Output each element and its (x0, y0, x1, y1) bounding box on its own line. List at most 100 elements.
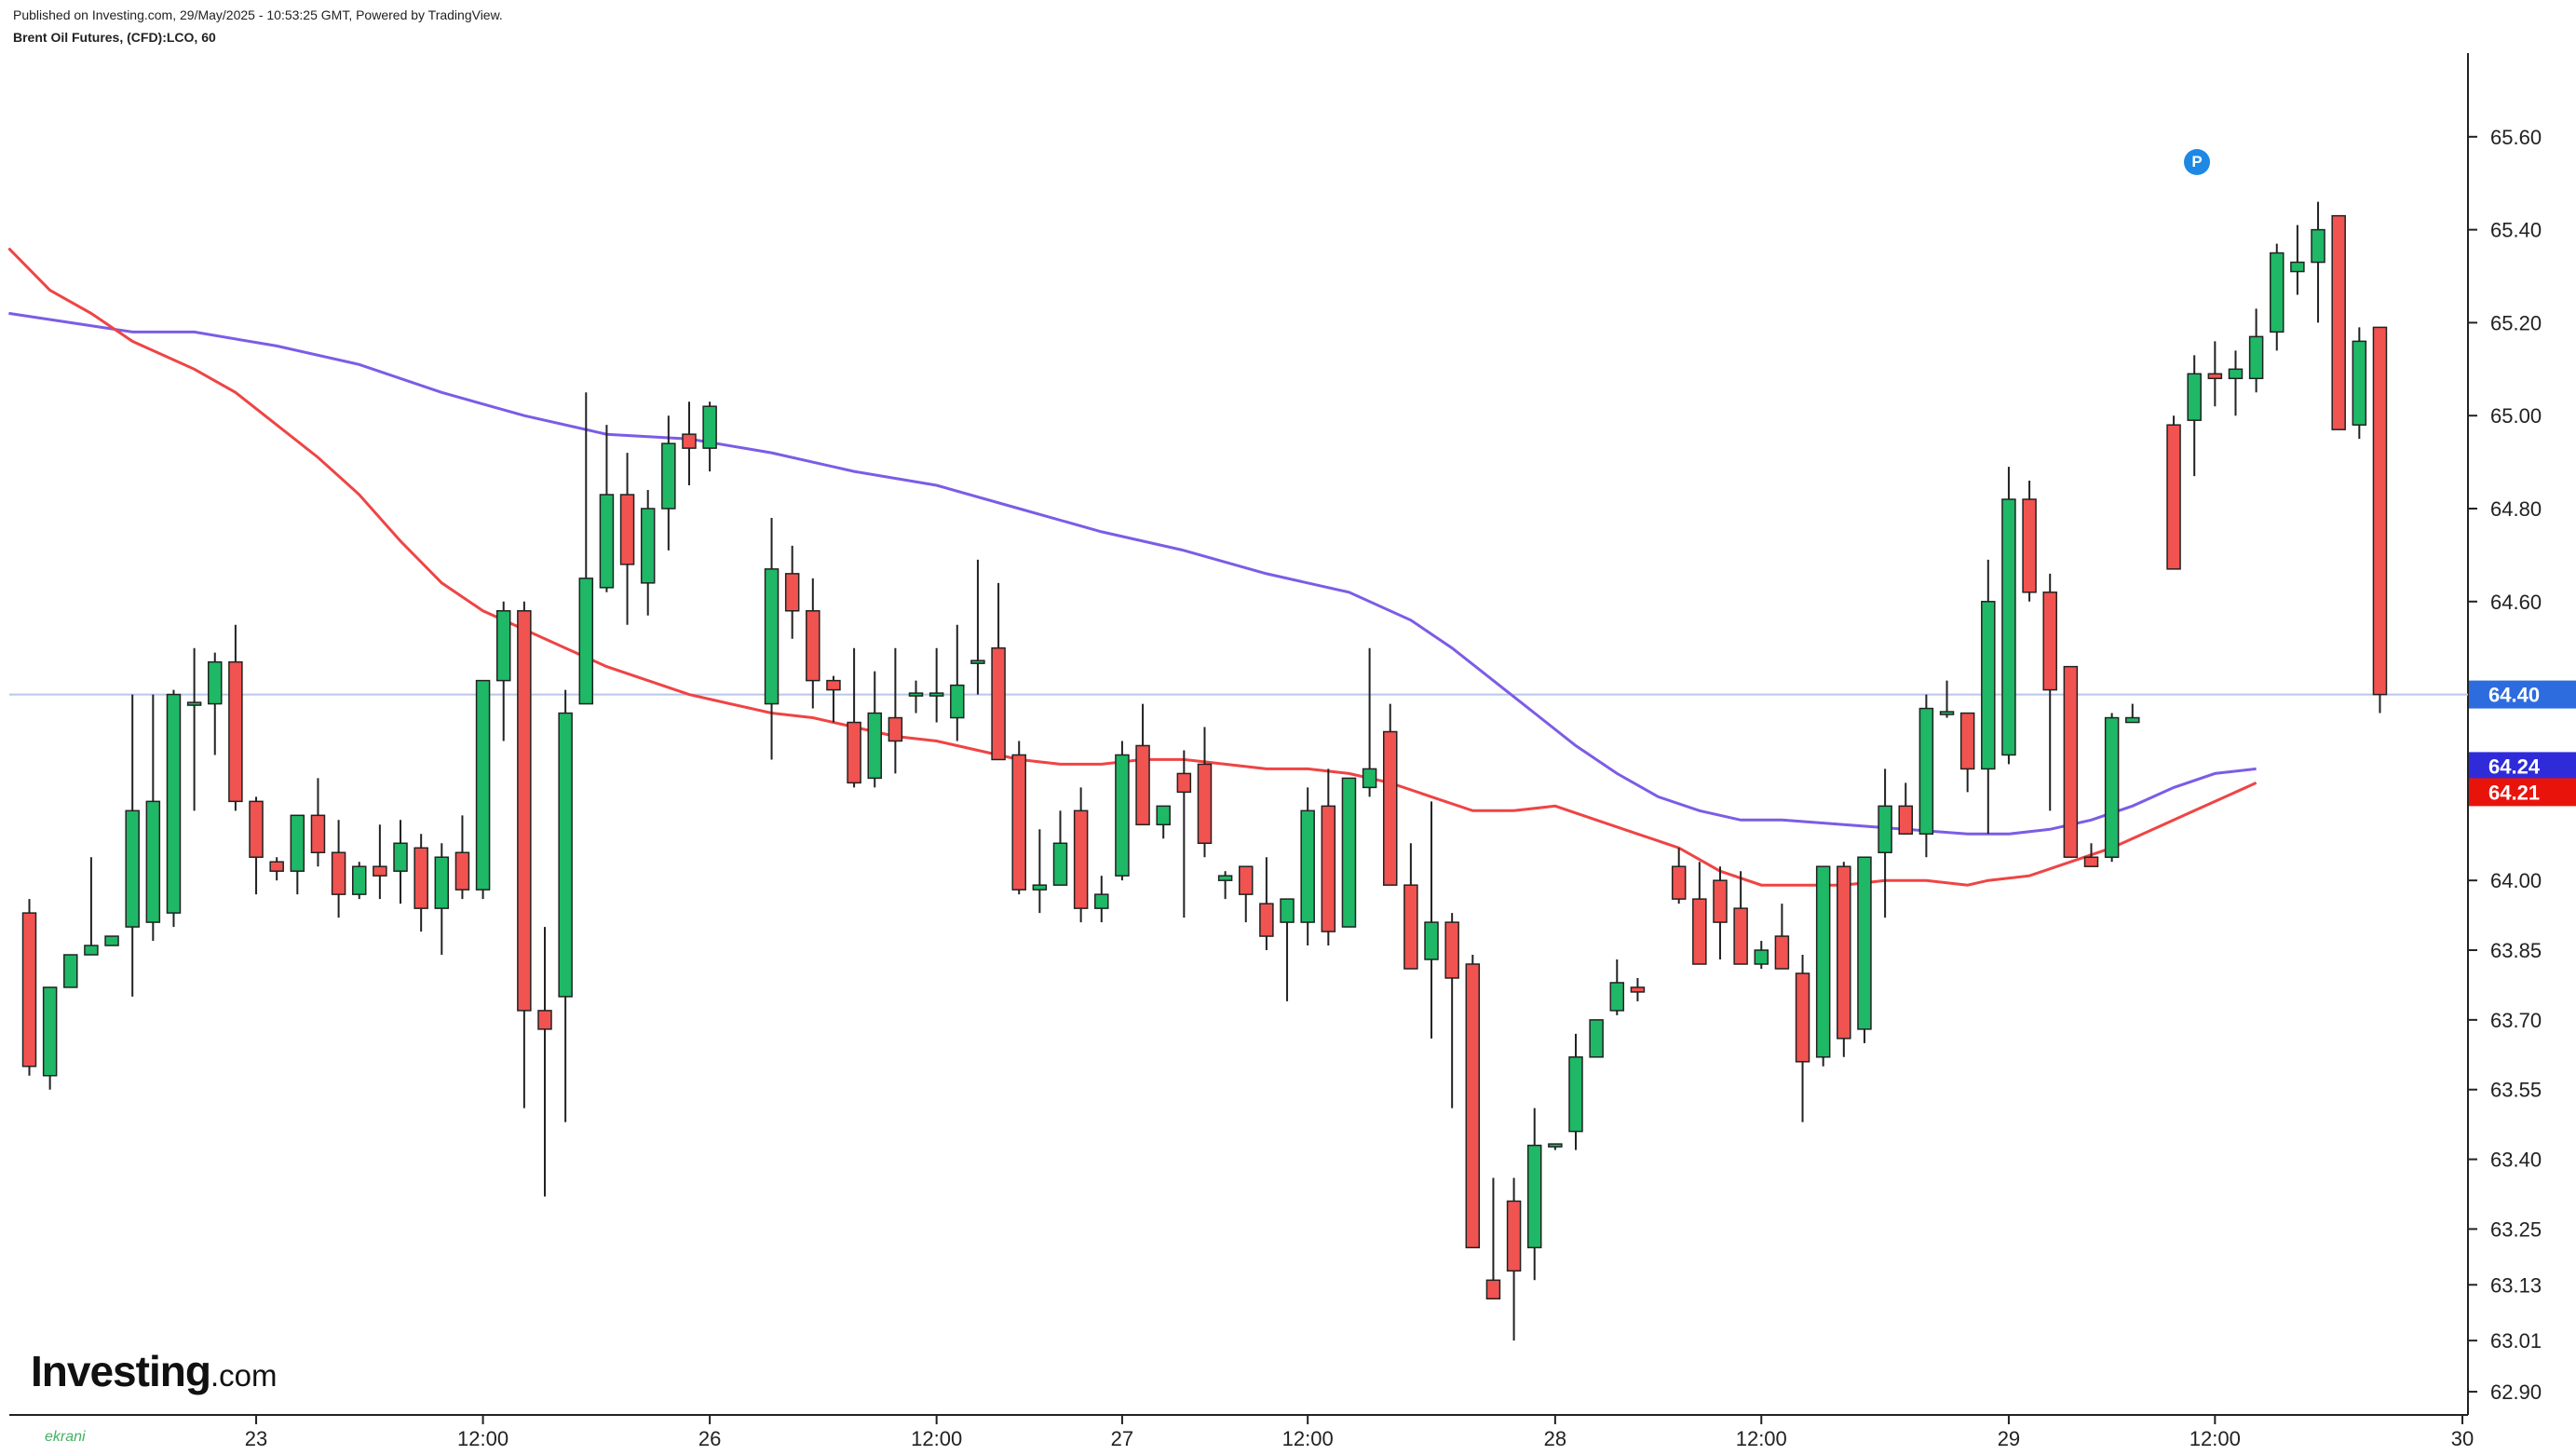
candle-body (351, 865, 367, 895)
y-tick-label: 63.55 (2490, 1079, 2542, 1102)
candle (2187, 355, 2202, 477)
y-tick-label: 63.13 (2490, 1273, 2542, 1297)
candle (1300, 787, 1315, 946)
candle-body (2083, 856, 2099, 867)
candles (21, 201, 2388, 1341)
candle (2331, 214, 2346, 430)
y-tick-label: 65.40 (2490, 219, 2542, 242)
p-badge-icon[interactable]: P (2184, 149, 2210, 175)
candle-body (1052, 842, 1068, 886)
candle-body (2166, 424, 2181, 570)
candle (1795, 955, 1810, 1122)
candle (1774, 904, 1790, 970)
x-tick-label: 29 (1998, 1427, 2020, 1450)
candle (1837, 862, 1851, 1057)
candle (1939, 680, 1955, 718)
candle-body (310, 814, 326, 853)
candle-body (2042, 592, 2057, 691)
candle (1609, 959, 1625, 1015)
candle-body (1259, 903, 1274, 937)
candle-body (1837, 865, 1851, 1040)
candle-body (414, 847, 428, 909)
candle (145, 694, 161, 942)
price-label: 64.24 (2488, 755, 2541, 778)
candle (1568, 1033, 1583, 1150)
candle (640, 490, 656, 616)
candle (1135, 703, 1150, 826)
candle-body (331, 851, 346, 895)
candle-body (1981, 601, 1996, 770)
candle-body (2125, 716, 2140, 724)
candle-body (1878, 805, 1892, 853)
price-labels: 64.40 64.24 64.21 (2469, 680, 2576, 807)
candle (1713, 866, 1728, 960)
candle (682, 401, 697, 486)
candle (84, 857, 99, 956)
candle (1403, 843, 1418, 970)
candle-body (537, 1010, 552, 1030)
candle-body (1032, 884, 1048, 891)
candle-body (908, 692, 924, 697)
candle-body (1300, 809, 1315, 923)
candle-body (1485, 1279, 1501, 1300)
candle-body (104, 935, 119, 946)
candle (2042, 573, 2057, 811)
candle (1362, 647, 1377, 797)
candle (2166, 415, 2181, 570)
y-tick-label: 62.90 (2490, 1380, 2542, 1404)
candle-body (434, 856, 450, 909)
candle (826, 675, 841, 723)
watermark: ekrani (45, 1429, 86, 1445)
candle (1815, 865, 1831, 1067)
candle-body (1424, 921, 1439, 960)
x-tick-label: 26 (698, 1427, 721, 1450)
candle-body (249, 800, 264, 858)
candle-body (1568, 1056, 1583, 1133)
candle-body (1506, 1200, 1522, 1272)
candle-body (1217, 875, 1233, 881)
candle (434, 843, 450, 956)
candle (2104, 713, 2120, 863)
candle-body (826, 679, 841, 691)
candle-body (1692, 898, 1707, 965)
candle (1878, 768, 1892, 918)
symbol-title: Brent Oil Futures, (CFD):LCO, 60 (13, 30, 216, 45)
candle-body (2104, 716, 2120, 858)
candle (1073, 787, 1089, 923)
x-tick-label: 23 (245, 1427, 267, 1450)
candle-body (1011, 754, 1026, 891)
candle-body (1959, 712, 1975, 770)
candle (495, 601, 511, 741)
candle (2270, 243, 2285, 351)
candle (104, 935, 119, 946)
candle (806, 578, 820, 709)
x-tick-label: 12:00 (911, 1427, 962, 1450)
candle (2290, 224, 2305, 295)
candle-body (21, 912, 37, 1067)
candle-body (1857, 856, 1872, 1030)
candle (1465, 955, 1481, 1249)
candle (351, 862, 367, 900)
candle-body (640, 508, 656, 584)
candle (578, 392, 594, 705)
candle-body (661, 442, 676, 510)
candle (1321, 768, 1336, 946)
candle-body (1156, 805, 1171, 826)
candle (454, 815, 470, 900)
candle-body (1671, 865, 1687, 900)
candle (537, 927, 552, 1197)
candle (1011, 741, 1026, 895)
candle-body (1939, 711, 1955, 715)
logo-brand: Investing (31, 1347, 211, 1395)
candle-body (888, 716, 903, 742)
candle (42, 986, 58, 1090)
candle-body (1589, 1019, 1604, 1058)
y-tick-label: 63.40 (2490, 1149, 2542, 1172)
candle-body (2311, 228, 2325, 264)
y-tick-label: 65.00 (2490, 404, 2542, 428)
candle (2063, 665, 2079, 858)
candle-body (125, 809, 140, 928)
candle-body (1898, 805, 1913, 836)
candle (228, 624, 243, 811)
